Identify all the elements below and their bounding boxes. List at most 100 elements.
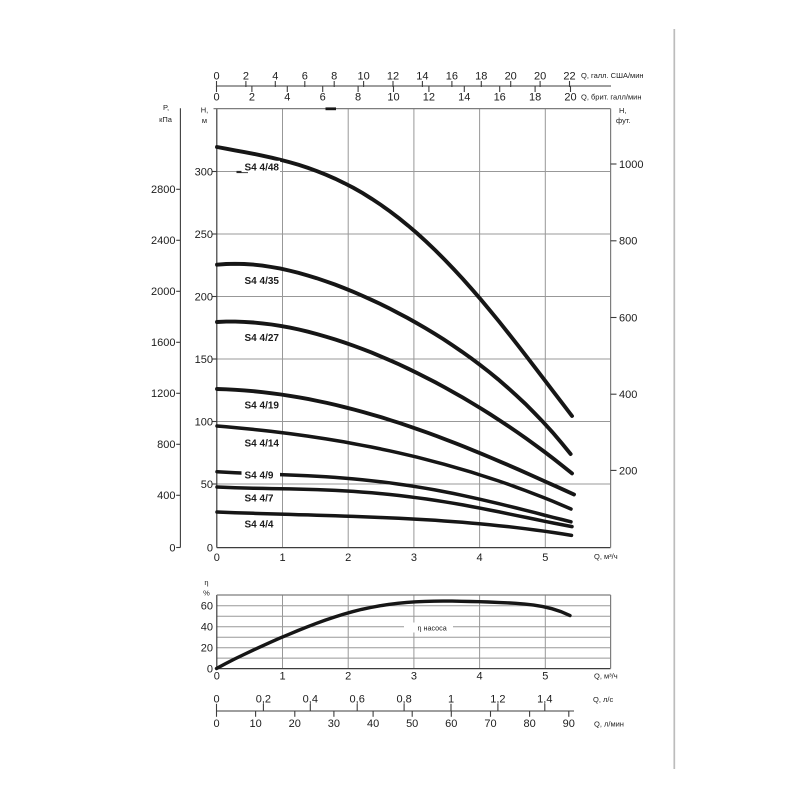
svg-text:3: 3 [411,552,417,564]
svg-text:фут.: фут. [616,116,631,125]
svg-text:5: 5 [542,670,548,682]
svg-text:16: 16 [446,71,458,83]
svg-text:400: 400 [157,490,175,502]
svg-text:22: 22 [563,71,575,83]
svg-text:150: 150 [195,354,213,366]
svg-text:200: 200 [195,291,213,303]
svg-text:12: 12 [423,92,435,104]
svg-text:2000: 2000 [151,286,175,298]
svg-text:Q, брит. галл/мин: Q, брит. галл/мин [581,93,642,102]
svg-text:0: 0 [213,718,219,730]
svg-text:6: 6 [302,71,308,83]
svg-text:0: 0 [169,542,175,554]
svg-text:40: 40 [201,622,213,634]
svg-text:18: 18 [529,92,541,104]
svg-text:14: 14 [458,92,470,104]
svg-text:12: 12 [387,71,399,83]
svg-text:2: 2 [243,71,249,83]
svg-text:0: 0 [207,543,213,555]
svg-text:0,4: 0,4 [303,694,318,706]
svg-text:14: 14 [416,71,428,83]
svg-text:3: 3 [411,670,417,682]
svg-text:8: 8 [331,71,337,83]
svg-text:1: 1 [448,694,454,706]
svg-text:6: 6 [320,92,326,104]
svg-text:20: 20 [564,92,576,104]
svg-text:Q, л/мин: Q, л/мин [594,720,624,729]
svg-text:10: 10 [249,718,261,730]
svg-text:0,2: 0,2 [256,694,271,706]
svg-text:Q, л/с: Q, л/с [593,695,613,704]
svg-text:S4 4/19: S4 4/19 [245,401,280,412]
svg-text:20: 20 [534,71,546,83]
svg-text:2: 2 [345,552,351,564]
svg-text:кПа: кПа [159,115,173,124]
svg-text:H,: H, [201,106,209,115]
svg-text:70: 70 [484,718,496,730]
svg-text:16: 16 [494,92,506,104]
svg-text:%: % [203,589,210,598]
svg-text:800: 800 [619,236,637,248]
svg-text:S4 4/27: S4 4/27 [245,333,280,344]
svg-text:2: 2 [249,92,255,104]
svg-text:600: 600 [619,312,637,324]
svg-text:S4 4/7: S4 4/7 [245,494,274,505]
svg-text:5: 5 [542,552,548,564]
svg-text:2: 2 [345,670,351,682]
svg-text:м: м [202,116,207,125]
svg-text:0: 0 [213,694,219,706]
svg-text:4: 4 [477,670,483,682]
svg-text:8: 8 [355,92,361,104]
svg-text:200: 200 [619,465,637,477]
svg-text:4: 4 [284,92,290,104]
svg-text:Н,: Н, [619,106,627,115]
svg-text:S4 4/4: S4 4/4 [245,520,274,531]
svg-text:20: 20 [289,718,301,730]
svg-text:S4 4/14: S4 4/14 [245,439,280,450]
svg-text:250: 250 [195,229,213,241]
svg-text:η насоса: η насоса [418,623,447,632]
svg-text:18: 18 [475,71,487,83]
svg-text:1: 1 [279,670,285,682]
svg-text:Q, м³/ч: Q, м³/ч [594,672,618,681]
svg-text:4: 4 [477,552,483,564]
svg-text:300: 300 [195,166,213,178]
svg-text:20: 20 [201,643,213,655]
svg-text:100: 100 [195,416,213,428]
svg-text:1000: 1000 [619,159,643,171]
svg-text:η: η [204,578,208,587]
svg-text:0: 0 [214,552,220,564]
svg-text:40: 40 [367,718,379,730]
svg-text:Q, м³/ч: Q, м³/ч [594,552,618,561]
svg-text:0,8: 0,8 [396,694,411,706]
svg-text:60: 60 [201,601,213,613]
svg-text:1600: 1600 [151,337,175,349]
svg-text:0: 0 [214,670,220,682]
svg-text:50: 50 [201,479,213,491]
svg-text:2400: 2400 [151,235,175,247]
svg-text:10: 10 [357,71,369,83]
svg-text:Q, галл. США/мин: Q, галл. США/мин [581,71,644,80]
svg-text:0,6: 0,6 [350,694,365,706]
svg-text:2800: 2800 [151,184,175,196]
svg-text:60: 60 [445,718,457,730]
svg-text:0: 0 [213,71,219,83]
svg-text:80: 80 [523,718,535,730]
svg-text:0: 0 [213,92,219,104]
svg-text:4: 4 [272,71,278,83]
svg-text:S4 4/9: S4 4/9 [245,471,274,482]
svg-text:P,: P, [163,103,169,112]
svg-text:20: 20 [505,71,517,83]
svg-text:0: 0 [207,664,213,676]
svg-text:10: 10 [387,92,399,104]
svg-text:1,2: 1,2 [490,694,505,706]
svg-text:50: 50 [406,718,418,730]
svg-text:1200: 1200 [151,388,175,400]
svg-text:S4 4/35: S4 4/35 [245,276,280,287]
svg-text:30: 30 [328,718,340,730]
svg-text:90: 90 [563,718,575,730]
svg-text:400: 400 [619,389,637,401]
svg-text:1: 1 [279,552,285,564]
svg-text:1,4: 1,4 [537,694,552,706]
svg-text:800: 800 [157,439,175,451]
